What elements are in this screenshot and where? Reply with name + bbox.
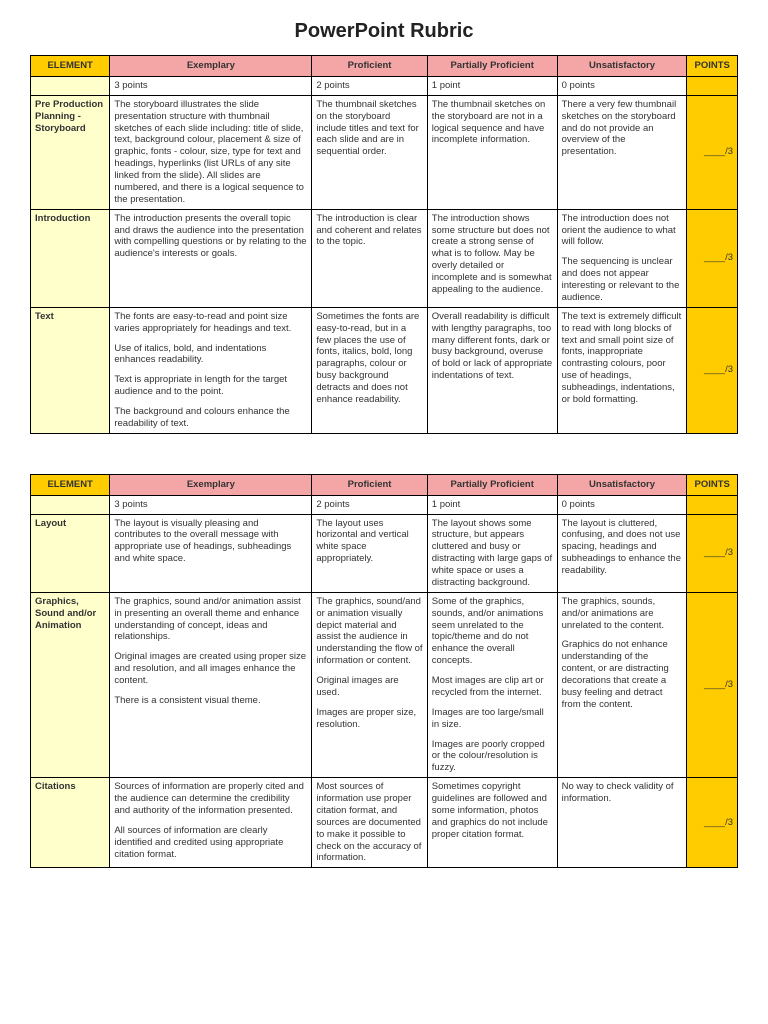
- element-cell: Pre Production Planning - Storyboard: [31, 95, 110, 209]
- partial-cell: The thumbnail sketches on the storyboard…: [427, 95, 557, 209]
- unsat-cell: No way to check validity of information.: [557, 778, 687, 868]
- table-row: Graphics, Sound and/or AnimationThe grap…: [31, 592, 738, 777]
- element-cell: [31, 495, 110, 514]
- proficient-cell: The thumbnail sketches on the storyboard…: [312, 95, 427, 209]
- points-cell: ____/3: [687, 592, 738, 777]
- element-cell: [31, 76, 110, 95]
- points-label: 2 points: [312, 76, 427, 95]
- table-row: Pre Production Planning - StoryboardThe …: [31, 95, 738, 209]
- header-unsat: Unsatisfactory: [557, 56, 687, 77]
- exemplary-cell: Sources of information are properly cite…: [110, 778, 312, 868]
- element-cell: Citations: [31, 778, 110, 868]
- points-cell: [687, 76, 738, 95]
- table-row: LayoutThe layout is visually pleasing an…: [31, 514, 738, 592]
- element-cell: Graphics, Sound and/or Animation: [31, 592, 110, 777]
- header-unsat: Unsatisfactory: [557, 474, 687, 495]
- exemplary-cell: The graphics, sound and/or animation ass…: [110, 592, 312, 777]
- points-cell: ____/3: [687, 307, 738, 433]
- partial-cell: The introduction shows some structure bu…: [427, 209, 557, 307]
- points-cell: ____/3: [687, 514, 738, 592]
- points-label: 1 point: [427, 495, 557, 514]
- unsat-cell: The graphics, sounds, and/or animations …: [557, 592, 687, 777]
- points-label: 3 points: [110, 495, 312, 514]
- header-proficient: Proficient: [312, 474, 427, 495]
- proficient-cell: The layout uses horizontal and vertical …: [312, 514, 427, 592]
- proficient-cell: Most sources of information use proper c…: [312, 778, 427, 868]
- exemplary-cell: The fonts are easy-to-read and point siz…: [110, 307, 312, 433]
- table-header: ELEMENT Exemplary Proficient Partially P…: [31, 474, 738, 495]
- header-element: ELEMENT: [31, 474, 110, 495]
- exemplary-cell: The layout is visually pleasing and cont…: [110, 514, 312, 592]
- unsat-cell: The layout is cluttered, confusing, and …: [557, 514, 687, 592]
- partial-cell: Some of the graphics, sounds, and/or ani…: [427, 592, 557, 777]
- unsat-cell: There a very few thumbnail sketches on t…: [557, 95, 687, 209]
- header-element: ELEMENT: [31, 56, 110, 77]
- rubric-table-2: ELEMENT Exemplary Proficient Partially P…: [30, 474, 738, 869]
- unsat-cell: The text is extremely difficult to read …: [557, 307, 687, 433]
- points-label: 0 points: [557, 76, 687, 95]
- header-partial: Partially Proficient: [427, 474, 557, 495]
- exemplary-cell: The storyboard illustrates the slide pre…: [110, 95, 312, 209]
- partial-cell: Sometimes copyright guidelines are follo…: [427, 778, 557, 868]
- points-label: 3 points: [110, 76, 312, 95]
- header-exemplary: Exemplary: [110, 56, 312, 77]
- proficient-cell: The introduction is clear and coherent a…: [312, 209, 427, 307]
- element-cell: Layout: [31, 514, 110, 592]
- unsat-cell: The introduction does not orient the aud…: [557, 209, 687, 307]
- points-cell: ____/3: [687, 778, 738, 868]
- points-label: 2 points: [312, 495, 427, 514]
- proficient-cell: The graphics, sound/and or animation vis…: [312, 592, 427, 777]
- partial-cell: The layout shows some structure, but app…: [427, 514, 557, 592]
- element-cell: Text: [31, 307, 110, 433]
- table-header: ELEMENT Exemplary Proficient Partially P…: [31, 56, 738, 77]
- header-points: POINTS: [687, 56, 738, 77]
- header-proficient: Proficient: [312, 56, 427, 77]
- table-row: IntroductionThe introduction presents th…: [31, 209, 738, 307]
- header-points: POINTS: [687, 474, 738, 495]
- header-exemplary: Exemplary: [110, 474, 312, 495]
- page-title: PowerPoint Rubric: [30, 20, 738, 43]
- table-row: CitationsSources of information are prop…: [31, 778, 738, 868]
- exemplary-cell: The introduction presents the overall to…: [110, 209, 312, 307]
- rubric-table-1: ELEMENT Exemplary Proficient Partially P…: [30, 55, 738, 434]
- table-row: TextThe fonts are easy-to-read and point…: [31, 307, 738, 433]
- points-cell: [687, 495, 738, 514]
- partial-cell: Overall readability is difficult with le…: [427, 307, 557, 433]
- points-label: 0 points: [557, 495, 687, 514]
- points-cell: ____/3: [687, 209, 738, 307]
- header-partial: Partially Proficient: [427, 56, 557, 77]
- points-cell: ____/3: [687, 95, 738, 209]
- points-label: 1 point: [427, 76, 557, 95]
- proficient-cell: Sometimes the fonts are easy-to-read, bu…: [312, 307, 427, 433]
- element-cell: Introduction: [31, 209, 110, 307]
